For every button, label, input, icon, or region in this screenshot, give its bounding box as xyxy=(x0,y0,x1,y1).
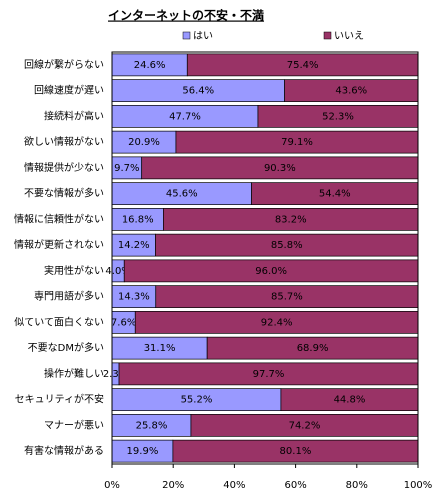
x-tick-label: 40% xyxy=(223,480,245,491)
data-label: 9.7% xyxy=(114,163,139,174)
y-tick-label: 情報が更新されない xyxy=(14,238,104,251)
data-label: 85.8% xyxy=(271,240,303,251)
data-label: 75.4% xyxy=(287,60,319,71)
data-label: 83.2% xyxy=(275,214,307,225)
y-tick-label: 回線速度が遅い xyxy=(34,84,104,97)
legend-swatch xyxy=(323,31,332,40)
x-tick-label: 60% xyxy=(284,480,306,491)
data-label: 7.6% xyxy=(111,317,136,328)
data-label: 2.3% xyxy=(103,369,128,380)
y-tick-label: 実用性がない xyxy=(44,264,104,277)
data-label: 25.8% xyxy=(136,420,168,431)
legend-label: いいえ xyxy=(334,30,364,42)
y-tick-label: 不要なDMが多い xyxy=(28,341,104,354)
y-tick-label: セキュリティが不安 xyxy=(15,393,104,406)
data-label: 31.1% xyxy=(144,343,176,354)
x-tick-label: 0% xyxy=(104,480,120,491)
y-tick-label: 欲しい情報がない xyxy=(24,135,104,148)
y-tick-label: マナーが悪い xyxy=(44,418,104,431)
data-label: 47.7% xyxy=(169,111,201,122)
data-label: 19.9% xyxy=(127,446,159,457)
data-label: 54.4% xyxy=(319,189,351,200)
y-tick-label: 似ていて面白くない xyxy=(14,315,104,328)
data-label: 44.8% xyxy=(334,395,366,406)
data-label: 14.3% xyxy=(118,292,150,303)
data-label: 56.4% xyxy=(182,86,214,97)
data-label: 80.1% xyxy=(280,446,312,457)
data-label: 16.8% xyxy=(122,214,154,225)
x-tick-label: 20% xyxy=(162,480,184,491)
data-label: 24.6% xyxy=(134,60,166,71)
x-tick-label: 80% xyxy=(346,480,368,491)
data-label: 45.6% xyxy=(166,189,198,200)
data-label: 96.0% xyxy=(255,266,287,277)
y-tick-label: 専門用語が多い xyxy=(34,290,104,303)
y-tick-label: 操作が難しい xyxy=(44,367,104,380)
data-label: 90.3% xyxy=(264,163,296,174)
y-tick-label: 情報提供が少ない xyxy=(24,161,104,174)
data-label: 79.1% xyxy=(281,137,313,148)
y-tick-label: 有害な情報がある xyxy=(24,444,104,457)
y-tick-label: 不要な情報が多い xyxy=(24,187,104,200)
data-label: 52.3% xyxy=(322,111,354,122)
data-label: 43.6% xyxy=(335,86,367,97)
y-tick-label: 接続料が高い xyxy=(44,109,104,122)
data-label: 4.0% xyxy=(105,266,130,277)
x-tick-label: 100% xyxy=(404,480,433,491)
data-label: 68.9% xyxy=(297,343,329,354)
data-label: 92.4% xyxy=(261,317,293,328)
legend-label: はい xyxy=(193,30,213,42)
data-label: 85.7% xyxy=(271,292,303,303)
y-tick-label: 回線が繋がらない xyxy=(24,58,104,71)
data-label: 74.2% xyxy=(289,420,321,431)
data-label: 55.2% xyxy=(181,395,213,406)
y-tick-label: 情報に信頼性がない xyxy=(14,212,104,225)
data-label: 97.7% xyxy=(253,369,285,380)
plot-frame xyxy=(111,51,419,465)
chart-title: インターネットの不安・不満 xyxy=(108,8,264,23)
data-label: 14.2% xyxy=(118,240,150,251)
data-label: 20.9% xyxy=(128,137,160,148)
legend-swatch xyxy=(182,31,191,40)
